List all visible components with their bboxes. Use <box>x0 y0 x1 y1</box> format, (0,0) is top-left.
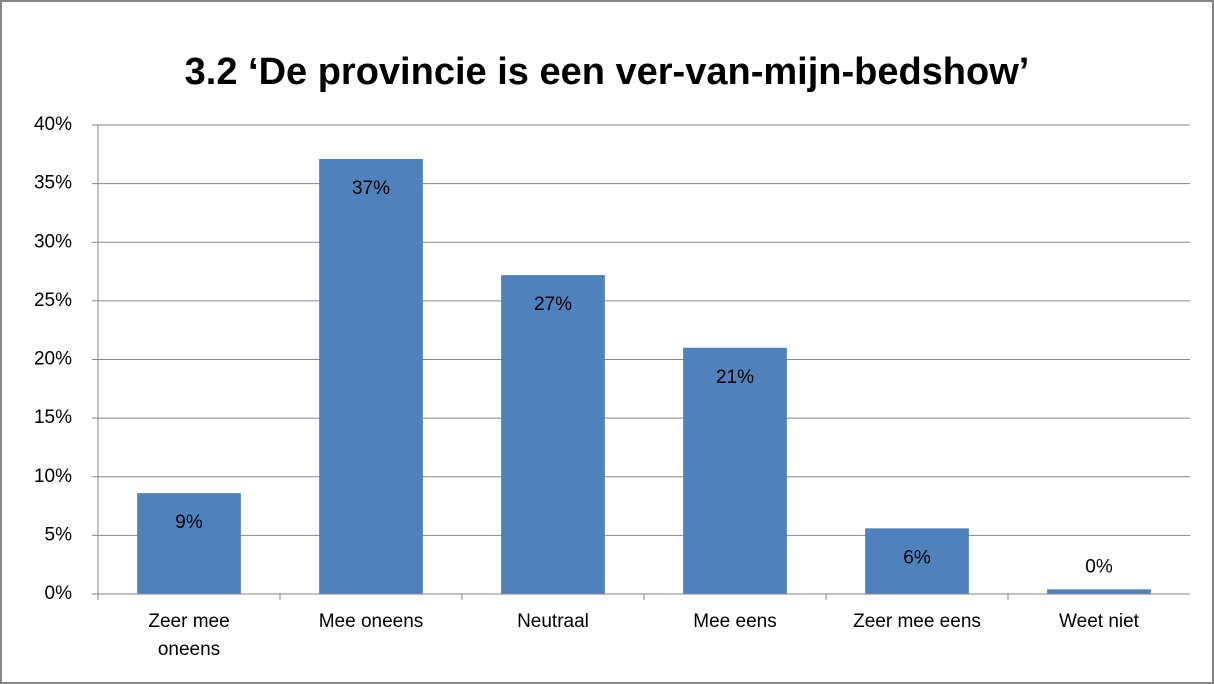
y-tick-label: 5% <box>45 524 73 545</box>
y-tick-label: 0% <box>45 583 73 604</box>
chart-title: 3.2 ‘De provincie is een ver-van-mijn-be… <box>185 51 1030 93</box>
x-tick-label: Zeer mee oneens <box>148 611 230 660</box>
data-label: 9% <box>175 512 203 533</box>
data-label: 21% <box>716 367 754 388</box>
bar <box>137 493 241 594</box>
y-tick-label: 10% <box>34 466 72 487</box>
data-label: 0% <box>1085 556 1113 577</box>
x-tick-label: Weet niet <box>1059 611 1139 632</box>
x-tick-label: Mee oneens <box>318 611 424 632</box>
x-tick-label: Zeer mee eens <box>853 611 981 632</box>
data-label: 27% <box>534 294 572 315</box>
y-tick-label: 15% <box>34 407 72 428</box>
bar <box>683 347 787 594</box>
y-tick-label: 20% <box>34 349 72 370</box>
bar <box>501 275 605 594</box>
y-tick-label: 30% <box>34 231 72 252</box>
x-tick-label: Neutraal <box>517 611 589 632</box>
x-tick-label: Mee eens <box>693 611 777 632</box>
y-tick-label: 35% <box>34 173 72 194</box>
data-label: 6% <box>903 547 931 568</box>
y-tick-label: 25% <box>34 290 72 311</box>
y-tick-label: 40% <box>34 114 72 135</box>
data-label: 37% <box>352 178 390 199</box>
bar <box>1047 589 1151 594</box>
bar <box>865 528 969 594</box>
bar <box>319 159 423 594</box>
